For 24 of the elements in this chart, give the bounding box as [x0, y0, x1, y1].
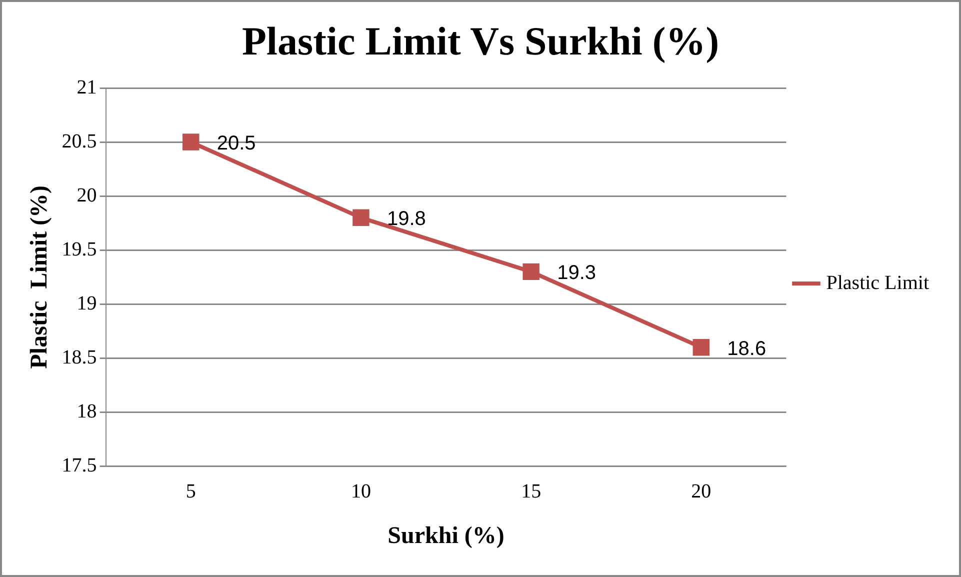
x-tick-label: 15: [521, 480, 542, 502]
point: [522, 263, 540, 280]
y-tick-label: 20.5: [62, 130, 97, 152]
x-tick-label: 10: [350, 480, 371, 502]
data-label: 19.8: [386, 208, 426, 230]
x-axis-title: Surkhi (%): [388, 522, 504, 549]
legend-label: Plastic Limit: [826, 272, 930, 294]
data-label: 19.3: [557, 262, 596, 284]
y-tick-label: 19.5: [62, 238, 97, 260]
x-tick-label: 20: [691, 480, 712, 502]
point: [182, 134, 200, 150]
y-tick-label: 18.5: [62, 346, 97, 368]
point: [692, 338, 710, 356]
y-tick-label: 21: [76, 76, 97, 98]
chart-title: Plastic Limit Vs Surkhi (%): [242, 18, 720, 64]
y-axis-title: Plastic Limit (%): [26, 185, 53, 369]
x-tick-label: 5: [186, 480, 196, 502]
y-tick-label: 19: [76, 292, 97, 314]
data-label: 20.5: [216, 132, 256, 155]
y-tick-label: 20: [76, 184, 97, 206]
y-tick-label: 18: [76, 400, 97, 422]
point: [352, 209, 370, 226]
data-label: 18.6: [727, 338, 766, 360]
y-tick-label: 17.5: [62, 454, 97, 476]
